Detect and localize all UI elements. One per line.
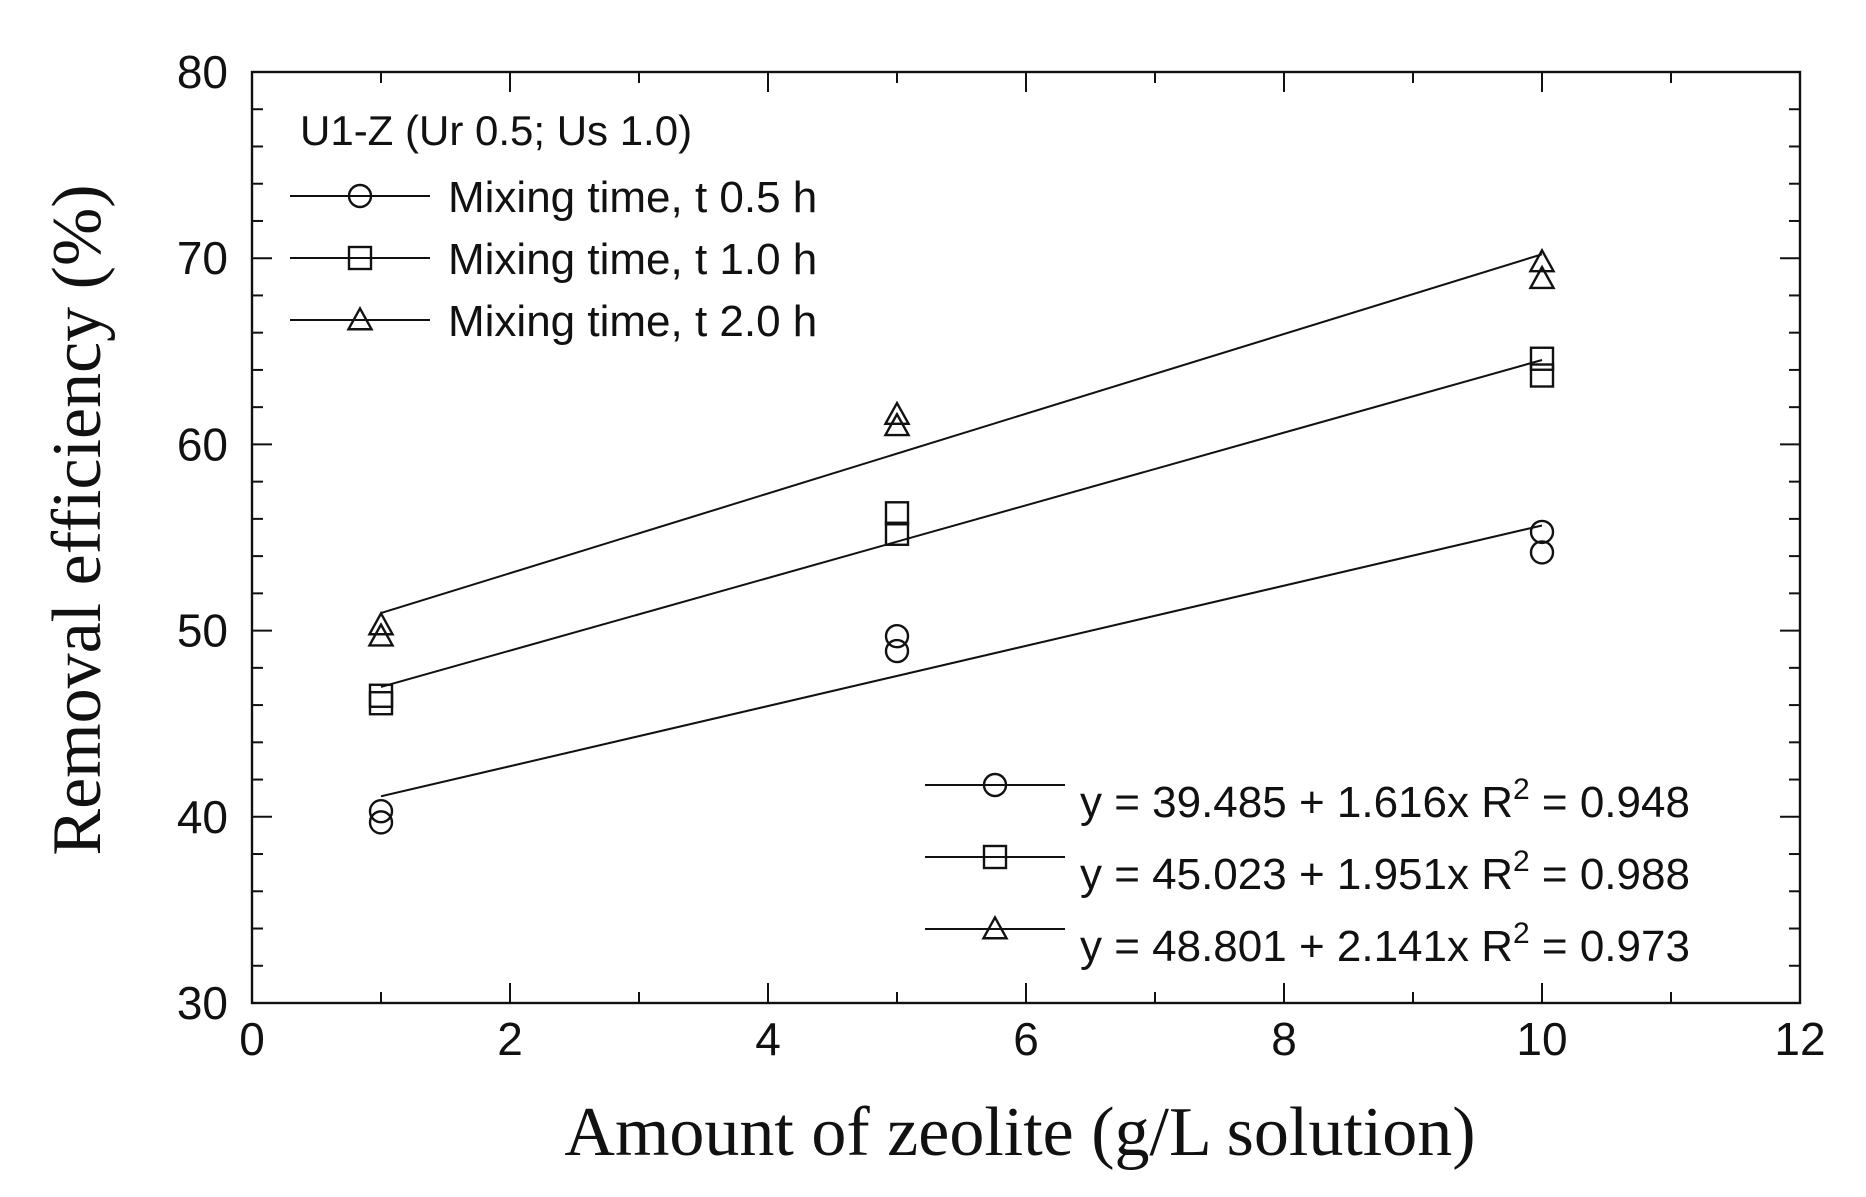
- data-point-triangle: [883, 411, 911, 437]
- data-point-triangle: [367, 610, 395, 636]
- legend-label: Mixing time, t 2.0 h: [448, 297, 817, 346]
- x-tick-label: 10: [1516, 1013, 1567, 1065]
- data-point-square: [1529, 363, 1555, 388]
- fit-legend-marker-square: [982, 844, 1008, 870]
- x-tick-label: 0: [239, 1013, 265, 1065]
- data-point-square: [1529, 346, 1555, 371]
- legend-label: Mixing time, t 0.5 h: [448, 173, 817, 222]
- x-tick-label: 2: [497, 1013, 523, 1065]
- fit-line: [380, 253, 1543, 615]
- data-point-circle: [884, 638, 910, 664]
- x-tick-label: 6: [1013, 1013, 1039, 1065]
- fit-legend-marker-circle: [982, 772, 1008, 798]
- fit-line: [380, 524, 1543, 798]
- y-tick-label: 70: [177, 232, 228, 284]
- data-point-square: [884, 501, 910, 526]
- fit-equation: y = 45.023 + 1.951x R2 = 0.988: [1080, 845, 1690, 899]
- y-tick-label: 60: [177, 418, 228, 470]
- data-point-square: [368, 691, 394, 716]
- x-tick-label: 8: [1271, 1013, 1297, 1065]
- data-point-triangle: [367, 622, 395, 647]
- x-tick-label: 4: [755, 1013, 781, 1065]
- y-tick-label: 40: [177, 791, 228, 843]
- legend-label: Mixing time, t 1.0 h: [448, 235, 817, 284]
- legend-title: U1-Z (Ur 0.5; Us 1.0): [300, 107, 692, 154]
- data-point-triangle: [1528, 264, 1556, 290]
- legend-marker-triangle: [346, 305, 374, 331]
- data-point-circle: [368, 799, 394, 824]
- x-tick-label: 12: [1774, 1013, 1825, 1065]
- legend-marker-square: [347, 245, 373, 271]
- data-point-circle: [884, 623, 910, 649]
- y-axis-title: Removal efficiency (%): [39, 184, 116, 855]
- y-tick-label: 50: [177, 605, 228, 657]
- data-point-triangle: [883, 400, 911, 426]
- y-tick-label: 30: [177, 977, 228, 1029]
- fit-equation: y = 48.801 + 2.141x R2 = 0.973: [1080, 917, 1690, 971]
- legend-marker-circle: [347, 183, 373, 209]
- fit-equation: y = 39.485 + 1.616x R2 = 0.948: [1080, 773, 1690, 827]
- y-tick-label: 80: [177, 46, 228, 98]
- data-point-square: [368, 683, 394, 708]
- data-point-circle: [368, 810, 394, 835]
- data-point-circle: [1529, 519, 1555, 545]
- fit-legend-marker-triangle: [981, 914, 1009, 940]
- x-axis-title: Amount of zeolite (g/L solution): [564, 1094, 1475, 1171]
- data-point-triangle: [1528, 247, 1556, 273]
- data-point-square: [884, 521, 910, 546]
- data-point-circle: [1529, 540, 1555, 565]
- fit-line: [380, 359, 1543, 688]
